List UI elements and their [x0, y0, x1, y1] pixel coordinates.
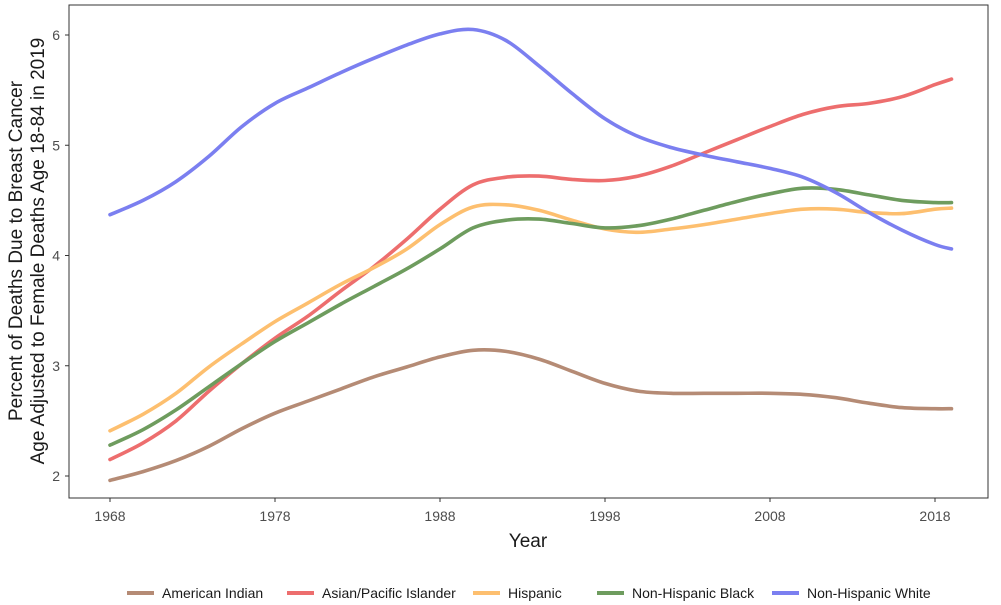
legend-item-non-hispanic-white: Non-Hispanic White — [772, 585, 931, 601]
y-tick-label-4: 6 — [52, 27, 60, 43]
x-tick-label-5: 2018 — [919, 508, 950, 524]
x-tick-label-1: 1978 — [259, 508, 290, 524]
x-axis-title: Year — [509, 531, 548, 552]
x-tick-label-3: 1998 — [589, 508, 620, 524]
x-tick-label-2: 1988 — [424, 508, 455, 524]
series-line-non-hispanic-black — [108, 186, 954, 447]
y-tick-label-1: 3 — [52, 358, 60, 374]
series-lines — [108, 27, 954, 483]
y-tick-label-3: 5 — [52, 137, 60, 153]
y-tick-label-0: 2 — [52, 468, 60, 484]
series-line-american-indian — [108, 348, 954, 483]
series-line-hispanic — [108, 202, 954, 433]
x-tick-label-0: 1968 — [94, 508, 125, 524]
legend-item-non-hispanic-black: Non-Hispanic Black — [597, 585, 755, 601]
x-axis-ticks: 1968 1978 1988 1998 2008 2018 — [94, 498, 951, 524]
legend-label-american-indian: American Indian — [162, 585, 263, 601]
legend-label-non-hispanic-black: Non-Hispanic Black — [632, 585, 755, 601]
legend-item-hispanic: Hispanic — [473, 585, 562, 601]
legend-label-non-hispanic-white: Non-Hispanic White — [807, 585, 931, 601]
legend-item-american-indian: American Indian — [127, 585, 263, 601]
y-axis-title-line-1: Percent of Deaths Due to Breast Cancer — [6, 80, 27, 421]
plot-panel-border — [68, 4, 989, 499]
x-tick-label-4: 2008 — [754, 508, 785, 524]
legend-label-hispanic: Hispanic — [508, 585, 562, 601]
legend-label-asian-pacific-islander: Asian/Pacific Islander — [322, 585, 456, 601]
y-axis-title: Percent of Deaths Due to Breast Cancer A… — [6, 38, 49, 465]
y-axis-ticks: 2 3 4 5 6 — [52, 27, 69, 484]
y-axis-title-line-2: Age Adjusted to Female Deaths Age 18-84 … — [28, 38, 49, 465]
series-line-non-hispanic-white — [108, 27, 954, 251]
series-line-asian-pacific-islander — [108, 77, 954, 462]
legend-item-asian-pacific-islander: Asian/Pacific Islander — [287, 585, 456, 601]
legend: American Indian Asian/Pacific Islander His… — [127, 585, 931, 601]
y-tick-label-2: 4 — [52, 248, 60, 264]
